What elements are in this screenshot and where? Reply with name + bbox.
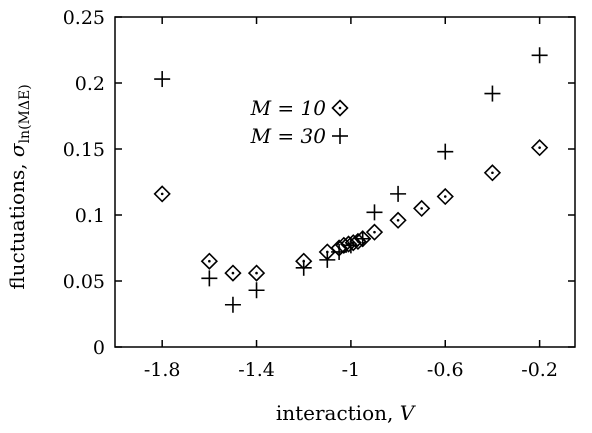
data-point-m30 <box>437 143 454 160</box>
legend-label: M = 30 <box>250 124 327 148</box>
y-tick-label: 0.1 <box>75 205 105 227</box>
data-point-m30 <box>154 71 171 88</box>
x-axis-label-variable: V <box>400 401 417 425</box>
y-tick-label: 0.25 <box>63 7 105 29</box>
data-point-m10 <box>436 187 454 206</box>
y-tick-label: 0.2 <box>75 73 105 95</box>
diamond-marker-dot <box>231 271 235 275</box>
x-tick-labels: -1.8 -1.4 -1 -0.6 -0.2 <box>144 359 558 381</box>
diamond-marker-outline <box>331 99 349 117</box>
diamond-marker-outline <box>436 187 454 206</box>
y-tick-labels: 0 0.05 0.1 0.15 0.2 0.25 <box>63 7 105 359</box>
data-point-m10 <box>247 264 266 282</box>
data-point-m30 <box>319 251 336 268</box>
diamond-marker-dot <box>491 171 494 175</box>
diamond-marker-outline <box>389 211 407 229</box>
diamond-marker-dot <box>420 207 423 210</box>
data-point-m10 <box>224 264 242 282</box>
y-tick-label: 0.05 <box>63 271 105 293</box>
diamond-marker-outline <box>224 264 242 282</box>
diamond-marker-outline <box>530 139 549 157</box>
plot-frame <box>114 16 576 348</box>
x-tick-label: -0.6 <box>427 359 464 381</box>
data-point-m10 <box>389 211 407 229</box>
legend: M = 10 M = 30 <box>250 96 349 148</box>
diamond-marker-dot <box>443 195 447 198</box>
y-axis-label-text: fluctuations, <box>5 157 29 290</box>
data-point-m30 <box>201 270 218 287</box>
y-tick-label: 0 <box>93 337 105 359</box>
data-point-m10 <box>483 164 502 182</box>
diamond-marker-outline <box>413 199 431 218</box>
data-point-m30 <box>248 282 265 299</box>
data-point-m10 <box>365 223 384 241</box>
data-point-m30 <box>354 230 371 247</box>
data-point-m10 <box>413 199 431 218</box>
diamond-marker-dot <box>538 146 541 149</box>
diamond-marker-dot <box>373 230 376 234</box>
data-point-m10 <box>530 139 549 157</box>
diamond-marker-outline <box>247 264 266 282</box>
legend-label: M = 10 <box>250 96 327 120</box>
x-tick-label: -1.8 <box>144 359 181 381</box>
data-point-m10 <box>200 252 218 270</box>
diamond-marker-outline <box>153 185 171 203</box>
y-axis-label-sigma: σ <box>5 142 29 157</box>
data-point-m10 <box>153 185 171 203</box>
x-tick-label: -0.2 <box>521 359 558 381</box>
x-tick-label: -1 <box>342 359 361 381</box>
legend-marker-m10 <box>331 99 349 117</box>
data-point-m30 <box>531 47 548 64</box>
diamond-marker-outline <box>200 252 218 270</box>
diamond-marker-dot <box>396 218 400 222</box>
legend-marker-m30 <box>332 128 348 144</box>
data-point-m30 <box>484 85 501 102</box>
data-point-m30 <box>331 243 348 260</box>
diamond-marker-dot <box>338 106 342 110</box>
data-point-m30 <box>224 296 241 313</box>
diamond-marker-outline <box>365 223 384 241</box>
y-axis-label-subscript: ln(MΔE) <box>17 84 33 143</box>
data-point-m30 <box>390 185 407 202</box>
y-tick-label: 0.15 <box>63 139 105 161</box>
data-point-m30 <box>342 237 359 254</box>
diamond-marker-outline <box>483 164 502 182</box>
y-axis-label: fluctuations, σln(MΔE) <box>5 84 33 289</box>
x-axis-label-text: interaction, <box>276 401 400 425</box>
data-markers <box>153 47 549 313</box>
axis-ticks <box>115 16 575 348</box>
diamond-marker-dot <box>208 259 211 263</box>
diamond-marker-dot <box>160 192 164 196</box>
diamond-marker-dot <box>255 271 258 275</box>
x-axis-label: interaction, V <box>276 401 417 425</box>
x-tick-label: -1.4 <box>238 359 275 381</box>
data-point-m30 <box>366 204 383 221</box>
data-point-m30 <box>295 259 312 276</box>
